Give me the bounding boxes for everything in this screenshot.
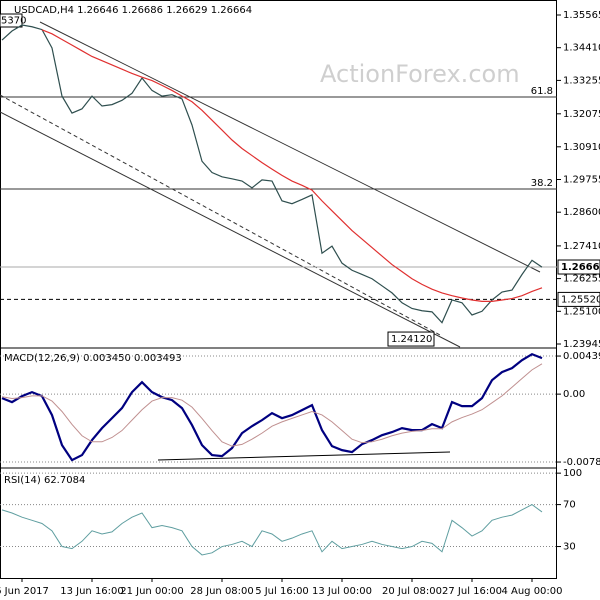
price-box (557, 259, 600, 275)
x-tick-label: 4 Aug 00:00 (501, 586, 562, 597)
x-tick-label: 21 Jun 00:00 (120, 586, 184, 597)
y-tick-label: 1.25100 (563, 306, 600, 317)
y-tick-label: 1.27410 (563, 241, 600, 252)
current-price-label: 1.26664 (561, 262, 600, 273)
x-tick-label: 27 Jul 16:00 (442, 586, 502, 597)
series-line (1, 24, 543, 324)
x-tick-label: 5 Jul 16:00 (255, 586, 309, 597)
y-tick-label: 1.29755 (563, 174, 600, 185)
y-tick-label: 30 (563, 542, 576, 553)
fib-label: 38.2 (531, 178, 553, 189)
series-line (1, 504, 543, 556)
fib-label: 61.8 (531, 86, 553, 97)
price-box (557, 291, 600, 307)
channel-upper (39, 21, 541, 273)
watermark: ActionForex.com (320, 60, 520, 88)
y-tick-label: 0.00 (563, 389, 585, 400)
y-tick-label: -0.007833 (563, 457, 600, 468)
series-line (1, 352, 543, 462)
y-tick-label: 1.32075 (563, 109, 600, 120)
y-tick-label: 70 (563, 500, 576, 511)
divergence-line (157, 451, 451, 461)
header-title: USDCAD,H4 1.26646 1.26686 1.26629 1.2666… (14, 5, 252, 16)
y-tick-label: 1.26255 (563, 274, 600, 285)
macd-title: MACD(12,26,9) 0.003450 0.003493 (4, 353, 182, 364)
y-tick-label: 1.23945 (563, 339, 600, 350)
x-tick-label: 28 Jun 08:00 (190, 586, 254, 597)
support-label: 1.25520 (561, 294, 600, 305)
x-tick-label: 20 Jul 08:00 (382, 586, 442, 597)
y-tick-label: 1.28600 (563, 207, 600, 218)
low-box (387, 331, 435, 347)
annotation-box (0, 13, 23, 28)
x-tick-label: 13 Jul 00:00 (312, 586, 372, 597)
y-tick-label: 0.004393 (563, 351, 600, 362)
x-tick-label: 6 Jun 2017 (0, 586, 49, 597)
channel-lower (0, 111, 461, 348)
x-tick-label: 13 Jun 16:00 (60, 586, 124, 597)
y-tick-label: 1.34410 (563, 43, 600, 54)
y-tick-label: 1.33255 (563, 75, 600, 86)
y-tick-label: 100 (563, 468, 582, 479)
y-tick-label: 1.30910 (563, 142, 600, 153)
rsi-title: RSI(14) 62.7084 (4, 475, 85, 486)
y-tick-label: 1.35565 (563, 10, 600, 21)
series-line (41, 29, 543, 302)
series-line (1, 363, 543, 447)
low-label: 1.24120 (391, 334, 432, 345)
annotation: 5370 (1, 16, 26, 27)
